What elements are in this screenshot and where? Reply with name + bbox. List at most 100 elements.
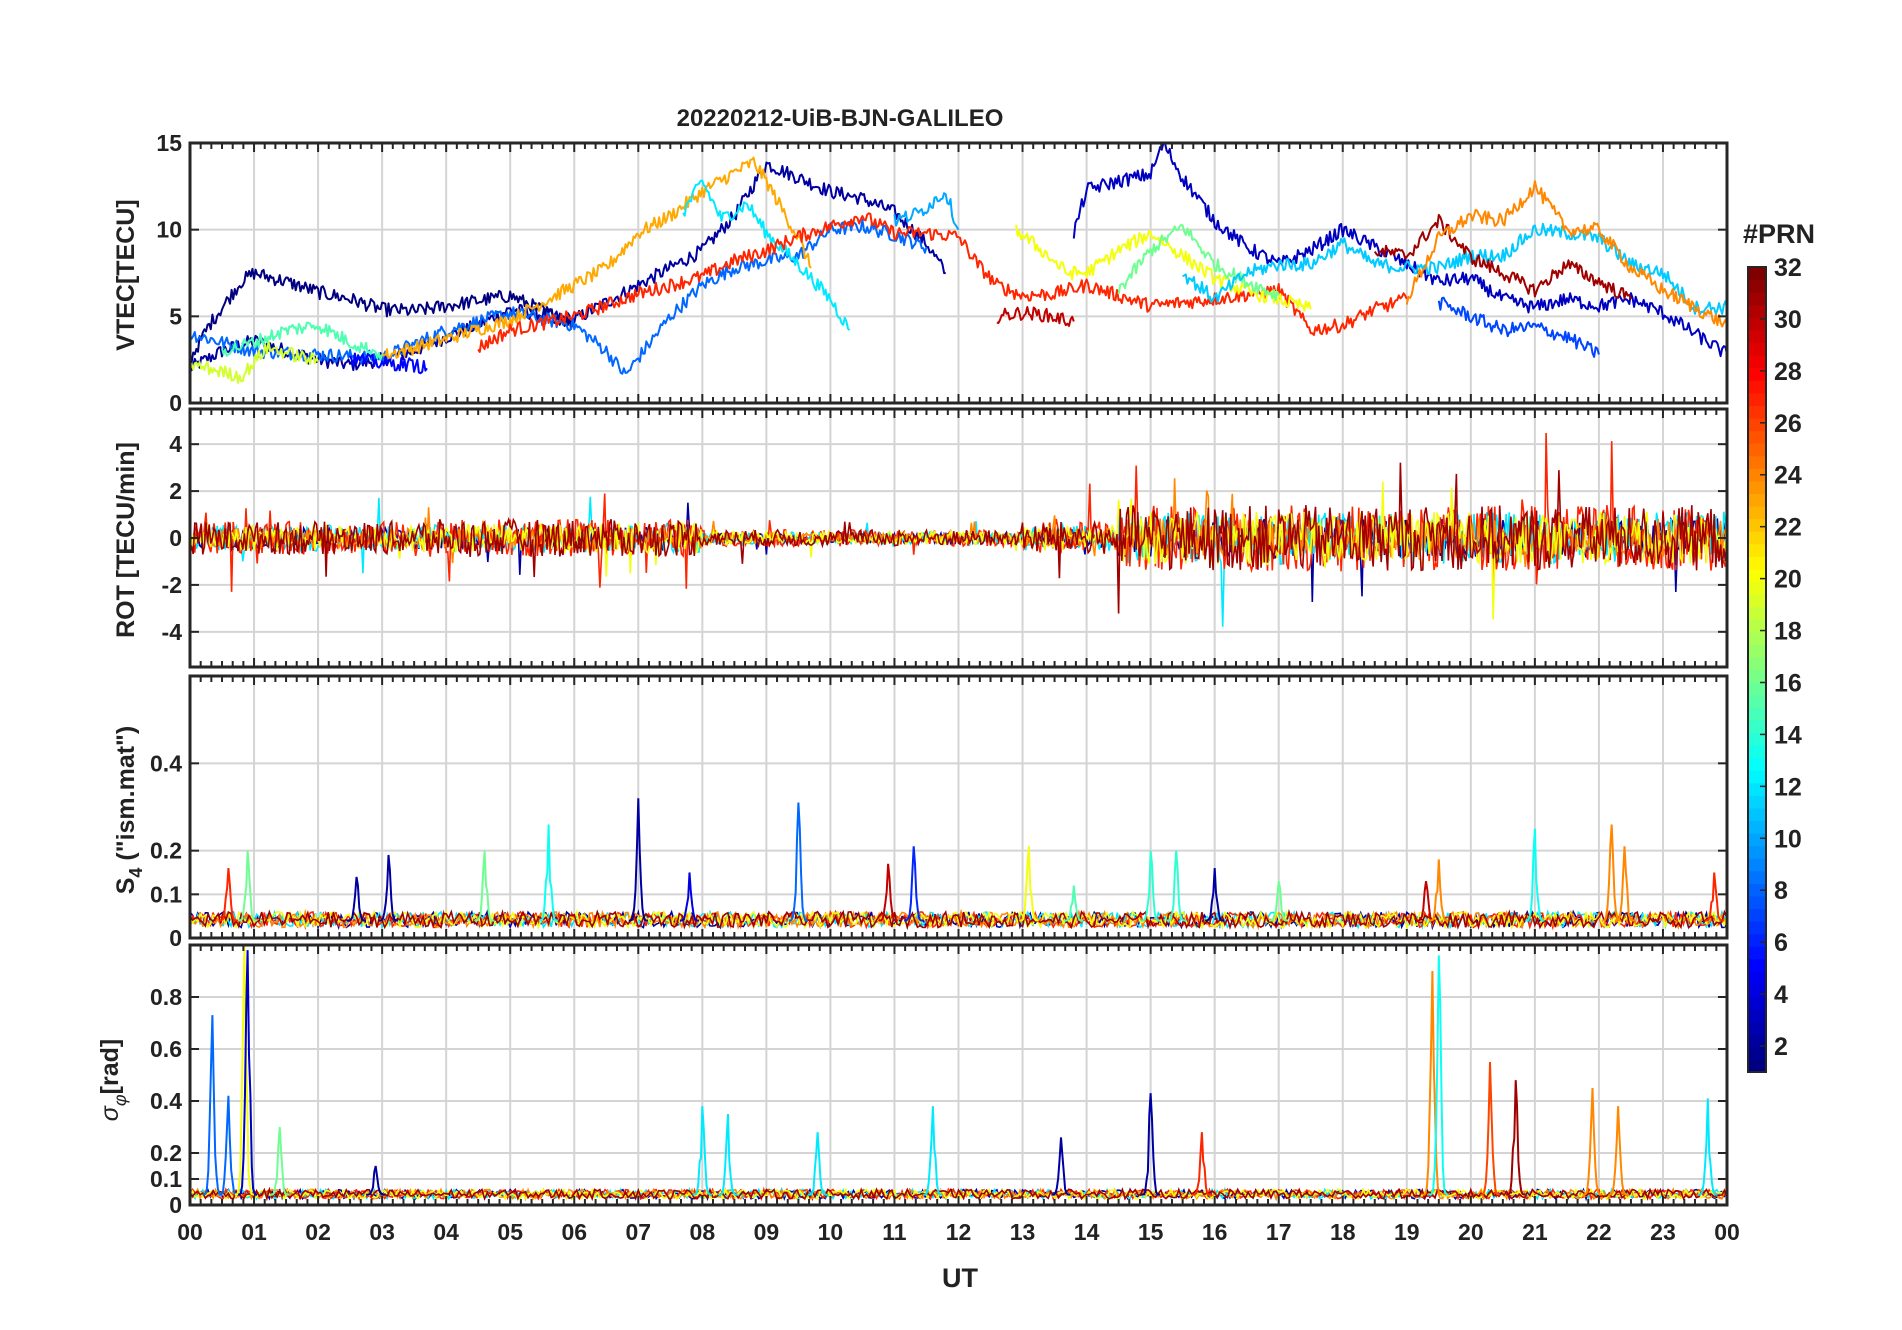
y-tick-label: -2 (162, 572, 182, 598)
vtec-series-prn-24 (1405, 180, 1728, 328)
x-axis-label: UT (942, 1263, 978, 1293)
sigma-peak (218, 1095, 238, 1196)
colorbar-band (1748, 744, 1766, 759)
colorbar-band (1748, 480, 1766, 495)
colorbar-band (1748, 380, 1766, 394)
x-tick-label: 11 (882, 1219, 907, 1245)
s4-peak (1614, 846, 1635, 922)
x-tick-label: 08 (690, 1219, 716, 1245)
ylabel-s4-sub: 4 (126, 868, 146, 878)
y-tick-label: 0.2 (150, 1140, 182, 1166)
ylabel-rot: ROT [TECU/min] (112, 442, 140, 638)
colorbar-band (1748, 619, 1766, 633)
colorbar-band (1748, 1046, 1766, 1061)
colorbar-tick-label: 26 (1774, 410, 1802, 438)
ylabel-vtec: VTEC[TECU] (112, 199, 140, 350)
x-tick-label: 09 (754, 1219, 780, 1245)
x-tick-label: 12 (946, 1219, 972, 1245)
colorbar-tick-label: 16 (1774, 669, 1802, 697)
sigma-series-prn-31 (189, 1186, 1728, 1202)
data-s4 (189, 798, 1728, 931)
y-tick-label: 0.6 (150, 1036, 182, 1062)
colorbar-tick-label: 28 (1774, 358, 1802, 386)
vtec-series-prn-20 (1015, 224, 1312, 312)
y-tick-label: 4 (169, 431, 182, 457)
vtec-series-prn-1 (189, 267, 575, 364)
colorbar-band (1748, 682, 1766, 696)
vtec-series-prn-2 (189, 161, 946, 372)
s4-peak (904, 846, 924, 922)
colorbar-band (1748, 757, 1766, 771)
sigma-peak (1051, 1137, 1071, 1196)
colorbar-label: #PRN (1743, 219, 1815, 249)
ylabel-sigma-rest: [rad] (96, 1039, 124, 1095)
colorbar-band (1748, 971, 1766, 985)
y-tick-label: 0.8 (150, 984, 182, 1010)
x-tick-label: 19 (1394, 1219, 1420, 1245)
panel-sigma: 00.10.2 0.4 0.6 0.8 σφ[rad] (96, 943, 1729, 1218)
s4-peak (1525, 828, 1545, 922)
colorbar-band (1748, 430, 1766, 444)
colorbar-band (1748, 933, 1766, 947)
colorbar-band (1748, 443, 1766, 457)
colorbar-band (1748, 807, 1766, 822)
colorbar-tick-label: 12 (1774, 773, 1802, 801)
s4-peak (1602, 824, 1622, 922)
colorbar-band (1748, 468, 1766, 482)
ylabel-s4: S4 ("ism.mat") (112, 726, 146, 895)
colorbar-band (1748, 292, 1766, 306)
vtec-series-prn-16 (1117, 224, 1280, 302)
y-tick-label: 0.1 (150, 1166, 182, 1192)
y-tick-label: 0.1 (150, 881, 182, 907)
rot-series-prn-20 (189, 481, 1728, 620)
colorbar-band (1748, 543, 1766, 557)
s4-peak (539, 824, 559, 922)
y-tick-label: 0 (169, 1192, 182, 1218)
rot-series-prn-31 (189, 462, 1728, 614)
x-tick-label: 17 (1266, 1219, 1292, 1245)
colorbar-band (1748, 669, 1766, 683)
sigma-peak (1141, 1093, 1161, 1196)
colorbar-band (1748, 732, 1766, 746)
vtec-series-prn-27 (477, 212, 1408, 353)
sigma-peak (270, 1126, 290, 1196)
y-tick-label: 0.2 (150, 838, 182, 864)
sigma-peak (1422, 970, 1443, 1196)
colorbar-band (1748, 392, 1766, 406)
x-tick-label: 00 (1714, 1219, 1740, 1245)
vtec-series-prn-15 (221, 321, 384, 361)
s4-peak (1704, 872, 1724, 922)
vtec-series-prn-30 (996, 306, 1075, 327)
s4-peak (1429, 859, 1449, 922)
s4-peak (1019, 846, 1039, 922)
y-tick-label: 0 (169, 925, 182, 951)
x-tick-label: 16 (1202, 1219, 1228, 1245)
colorbar-band (1748, 505, 1766, 520)
grid-s4 (190, 676, 1727, 938)
colorbar-band (1748, 367, 1766, 381)
x-tick-label: 04 (433, 1219, 459, 1245)
sigma-peak (1506, 1080, 1526, 1196)
colorbar-band (1748, 304, 1766, 318)
ylabel-s4-main: S (112, 878, 140, 895)
colorbar-band (1748, 493, 1766, 507)
colorbar-band (1748, 1009, 1766, 1023)
colorbar-band (1748, 342, 1766, 356)
y-tick-label: -4 (162, 619, 183, 645)
x-tick-label: 13 (1010, 1219, 1036, 1245)
s4-peak (218, 868, 238, 922)
y-tick-label: 0.4 (150, 750, 182, 776)
colorbar-band (1748, 707, 1766, 721)
colorbar-band (1748, 770, 1766, 784)
colorbar-bands (1748, 267, 1766, 1073)
x-tick-label: 14 (1074, 1219, 1100, 1245)
ylabel-sigma: σφ[rad] (96, 1039, 130, 1121)
grid-sigma (190, 945, 1727, 1205)
y-tick-labels-s4: 0 0.1 0.2 0.4 (150, 750, 182, 951)
vtec-series-prn-7 (1437, 296, 1600, 358)
colorbar-tick-label: 8 (1774, 877, 1788, 905)
x-tick-labels: 00 01 02 03 04 05 06 07 08 09 10 11 12 13 14 15 16 17 18 19… (177, 1219, 1740, 1245)
y-tick-label: 5 (169, 303, 182, 329)
colorbar-band (1748, 279, 1766, 293)
